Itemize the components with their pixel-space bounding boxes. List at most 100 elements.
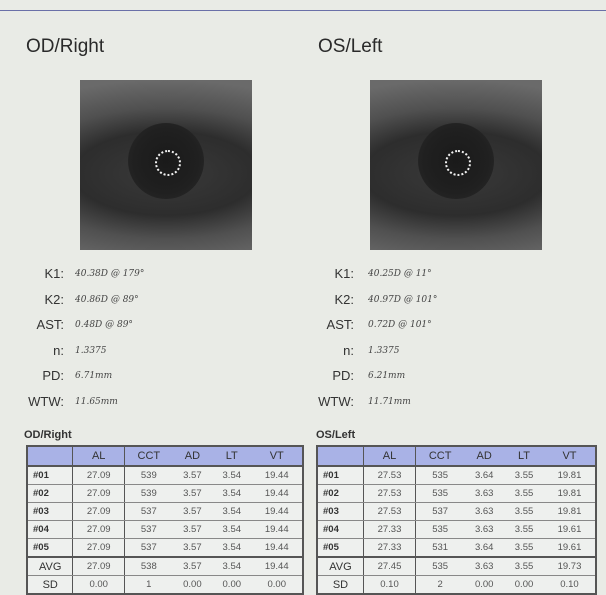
left-eye-image: [370, 80, 542, 250]
column-header: VT: [251, 446, 303, 467]
table-cell: 0.00: [172, 575, 213, 595]
table-cell: 539: [124, 484, 173, 503]
table-cell: 19.81: [543, 484, 596, 503]
row-label: SD: [27, 575, 74, 595]
table-cell: 27.09: [72, 466, 125, 485]
table-cell: 535: [415, 556, 465, 576]
row-label: #04: [27, 520, 74, 539]
right-eye-title: OD/Right: [26, 36, 105, 57]
measurement-label: K1:: [44, 266, 64, 281]
column-header: [317, 446, 364, 467]
table-cell: 3.63: [464, 502, 505, 521]
measurement-value: 6.71mm: [75, 371, 113, 381]
table-row: #02 27.53 535 3.63 3.55 19.81: [317, 484, 596, 503]
table-cell: 19.44: [251, 520, 303, 539]
table-cell: 531: [415, 538, 465, 558]
placido-ring-icon: [445, 150, 471, 176]
table-cell: 3.55: [504, 484, 544, 503]
table-cell: 3.57: [172, 538, 213, 558]
table-cell: 537: [124, 502, 173, 521]
row-label: #01: [317, 466, 364, 485]
table-row: #05 27.09 537 3.57 3.54 19.44: [27, 538, 303, 558]
table-cell: 3.54: [212, 484, 252, 503]
table-cell: 0.10: [543, 575, 596, 595]
measurement-label: n:: [53, 342, 64, 358]
column-header: AL: [363, 446, 417, 467]
table-cell: 19.44: [251, 484, 303, 503]
column-header: CCT: [415, 446, 465, 467]
row-label: AVG: [317, 556, 364, 576]
table-row: #02 27.09 539 3.57 3.54 19.44: [27, 484, 303, 503]
table-cell: 1: [124, 575, 173, 595]
placido-ring-icon: [155, 150, 181, 176]
table-cell: 539: [124, 466, 173, 485]
measurement-label: K1:: [334, 266, 354, 281]
table-cell: 0.10: [363, 575, 417, 595]
right-eye-image: [80, 80, 252, 250]
row-label: #02: [317, 484, 364, 503]
table-row: AVG 27.09 538 3.57 3.54 19.44: [27, 556, 303, 576]
table-row: AVG 27.45 535 3.63 3.55 19.73: [317, 556, 596, 576]
table-cell: 3.55: [504, 502, 544, 521]
left-biometry-table: AL CCT AD LT VT #01 27.53 535 3.64 3.55 19.81 #02 27…: [316, 445, 597, 595]
table-cell: 537: [124, 520, 173, 539]
left-eye-title: OS/Left: [318, 36, 383, 57]
measurement-label: WTW:: [28, 393, 64, 409]
table-cell: 3.63: [464, 556, 505, 576]
table-cell: 3.54: [212, 466, 252, 485]
measurement-value: 0.72D @ 101°: [368, 320, 432, 330]
table-cell: 537: [415, 502, 465, 521]
table-cell: 19.61: [543, 520, 596, 539]
table-row: #05 27.33 531 3.64 3.55 19.61: [317, 538, 596, 558]
measurement-value: 1.3375: [368, 345, 400, 356]
table-cell: 535: [415, 520, 465, 539]
table-cell: 19.44: [251, 466, 303, 485]
table-cell: 19.44: [251, 538, 303, 558]
row-label: #02: [27, 484, 74, 503]
measurement-label: AST:: [36, 317, 64, 332]
measurement-value: 6.21mm: [368, 371, 406, 381]
row-label: SD: [317, 575, 364, 595]
row-label: AVG: [27, 556, 74, 576]
table-cell: 0.00: [251, 575, 303, 595]
table-cell: 19.44: [251, 502, 303, 521]
table-cell: 27.53: [363, 484, 417, 503]
measurement-label: n:: [343, 342, 354, 358]
measurement-label: PD:: [42, 368, 64, 383]
table-cell: 3.54: [212, 520, 252, 539]
table-cell: 27.09: [72, 484, 125, 503]
table-cell: 27.33: [363, 538, 417, 558]
table-cell: 19.61: [543, 538, 596, 558]
table-cell: 27.09: [72, 520, 125, 539]
table-cell: 3.64: [464, 466, 505, 485]
table-cell: 27.53: [363, 466, 417, 485]
table-cell: 3.63: [464, 484, 505, 503]
table-cell: 535: [415, 484, 465, 503]
table-cell: 27.53: [363, 502, 417, 521]
measurement-label: K2:: [44, 291, 64, 307]
measurement-value: 40.97D @ 101°: [368, 294, 438, 305]
table-cell: 3.55: [504, 520, 544, 539]
table-cell: 3.64: [464, 538, 505, 558]
table-row: #04 27.33 535 3.63 3.55 19.61: [317, 520, 596, 539]
measurement-label: K2:: [334, 291, 354, 307]
column-header: LT: [504, 446, 544, 467]
table-cell: 19.81: [543, 466, 596, 485]
table-cell: 27.09: [72, 556, 125, 576]
header-rule: [0, 10, 606, 11]
table-cell: 538: [124, 556, 173, 576]
measurement-label: PD:: [332, 368, 354, 383]
row-label: #04: [317, 520, 364, 539]
table-cell: 3.54: [212, 538, 252, 558]
table-cell: 0.00: [504, 575, 544, 595]
measurement-value: 0.48D @ 89°: [75, 320, 133, 330]
table-cell: 3.57: [172, 556, 213, 576]
table-row: #01 27.09 539 3.57 3.54 19.44: [27, 466, 303, 485]
table-row: #03 27.53 537 3.63 3.55 19.81: [317, 502, 596, 521]
row-label: #01: [27, 466, 74, 485]
table-cell: 3.54: [212, 502, 252, 521]
table-cell: 3.57: [172, 520, 213, 539]
left-table-caption: OS/Left: [316, 429, 356, 441]
table-cell: 19.73: [543, 556, 596, 576]
table-cell: 19.81: [543, 502, 596, 521]
